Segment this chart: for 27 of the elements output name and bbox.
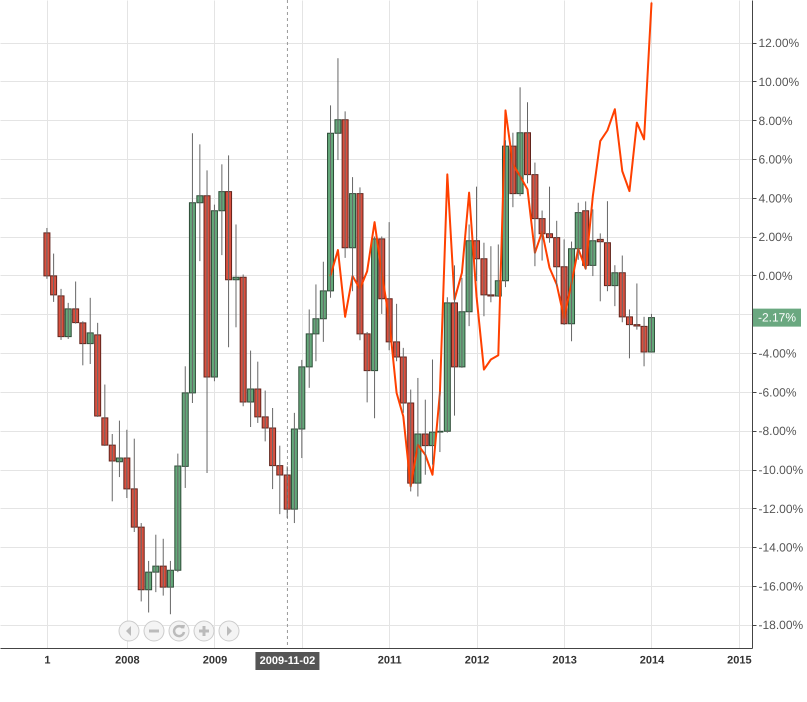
y-tick-label: -18.00% [758, 618, 804, 632]
y-tick-label: 10.00% [758, 74, 800, 89]
ref-line-label: 2009-11-02 [260, 655, 316, 667]
y-tick-label: 4.00% [758, 191, 793, 206]
candlestick [232, 224, 240, 328]
text: -2.17% [758, 310, 796, 325]
x-tick-label: 2012 [464, 654, 490, 666]
x-tick-label: 2011 [378, 654, 402, 666]
y-tick-label: -6.00% [758, 385, 797, 400]
x-tick-label: 2008 [115, 654, 140, 666]
y-tick-label: 6.00% [758, 152, 793, 167]
y-tick-label: -12.00% [758, 502, 804, 516]
x-tick-label: 2013 [552, 654, 577, 666]
y-tick-label: 8.00% [758, 114, 793, 128]
y-tick-label: -16.00% [758, 579, 804, 594]
y-tick-label: -8.00% [758, 424, 797, 438]
x-tick-label: 2015 [727, 654, 752, 666]
x-tick-label: 1 [44, 654, 50, 666]
y-tick-label: -10.00% [758, 463, 804, 478]
line-series [330, 2, 652, 488]
x-tick-label: 2014 [640, 654, 666, 666]
y-tick-label: 0.00% [758, 268, 793, 283]
y-tick-label: 12.00% [758, 36, 800, 50]
y-tick-label: -4.00% [758, 346, 797, 361]
y-tick-label: -14.00% [758, 540, 804, 555]
x-tick-label: 2009 [202, 654, 228, 666]
y-tick-label: 2.00% [758, 230, 793, 244]
